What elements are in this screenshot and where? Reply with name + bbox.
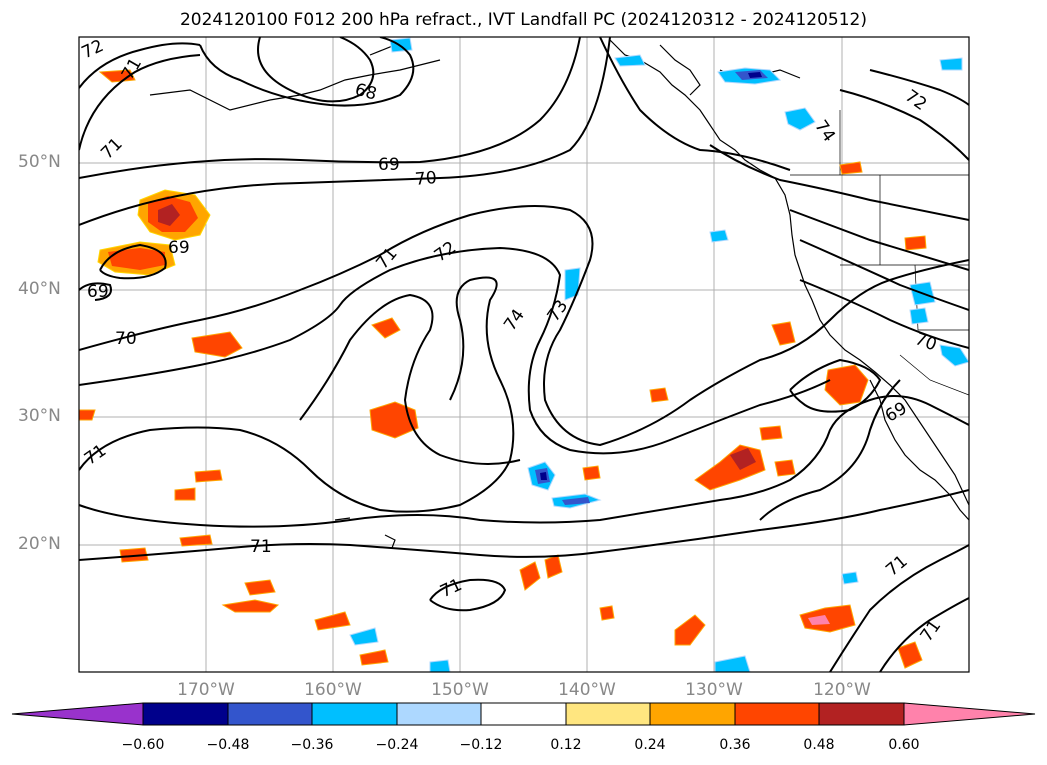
colorbar-extend-min bbox=[11, 702, 144, 726]
colorbar-tick-label: −0.12 bbox=[459, 737, 503, 753]
lon-label-170w: 170°W bbox=[177, 680, 235, 700]
figure-title: 2024120100 F012 200 hPa refract., IVT La… bbox=[179, 10, 867, 30]
colorbar-swatch bbox=[396, 702, 482, 726]
colorbar-swatch bbox=[649, 702, 736, 726]
lat-label-40n: 40°N bbox=[18, 279, 61, 299]
lon-label-120w: 120°W bbox=[813, 680, 871, 700]
colorbar-tick-label: 0.36 bbox=[719, 737, 751, 753]
contour-label: 71 bbox=[250, 537, 272, 557]
colorbar-swatch bbox=[311, 702, 398, 726]
colorbar-swatch bbox=[734, 702, 820, 726]
lon-label-140w: 140°W bbox=[558, 680, 616, 700]
lon-label-150w: 150°W bbox=[431, 680, 489, 700]
colorbar-swatch bbox=[565, 702, 651, 726]
colorbar-tick-label: −0.60 bbox=[121, 737, 165, 753]
negative-anomaly-shading bbox=[349, 37, 969, 672]
lon-label-130w: 130°W bbox=[685, 680, 743, 700]
colorbar-extend-max bbox=[903, 702, 1036, 726]
gridlines bbox=[79, 37, 969, 672]
map-frame bbox=[78, 36, 970, 673]
contour-label: 70 bbox=[414, 168, 437, 190]
colorbar-swatch bbox=[480, 702, 567, 726]
lat-label-20n: 20°N bbox=[18, 534, 61, 554]
contour-label: 69 bbox=[168, 238, 190, 258]
political-borders bbox=[790, 110, 969, 396]
colorbar-tick-label: −0.36 bbox=[290, 737, 334, 753]
colorbar-swatch bbox=[818, 702, 905, 726]
colorbar-swatch bbox=[142, 702, 229, 726]
contour-label: 69 bbox=[378, 155, 400, 175]
colorbar-tick-label: 0.60 bbox=[888, 737, 920, 753]
lat-label-50n: 50°N bbox=[18, 152, 61, 172]
colorbar-swatch bbox=[227, 702, 313, 726]
positive-anomaly-shading bbox=[79, 69, 927, 669]
colorbar-tick-label: −0.24 bbox=[375, 737, 419, 753]
lat-label-30n: 30°N bbox=[18, 406, 61, 426]
colorbar-tick-label: 0.12 bbox=[550, 737, 582, 753]
contour-label: 69 bbox=[87, 282, 109, 302]
colorbar-tick-label: −0.48 bbox=[206, 737, 250, 753]
colorbar bbox=[11, 702, 1036, 726]
colorbar-tick-label: 0.24 bbox=[634, 737, 666, 753]
coastlines bbox=[149, 39, 969, 549]
colorbar-tick-label: 0.48 bbox=[803, 737, 835, 753]
refractivity-contours bbox=[79, 37, 969, 672]
contour-label: 70 bbox=[115, 329, 137, 349]
lon-label-160w: 160°W bbox=[304, 680, 362, 700]
